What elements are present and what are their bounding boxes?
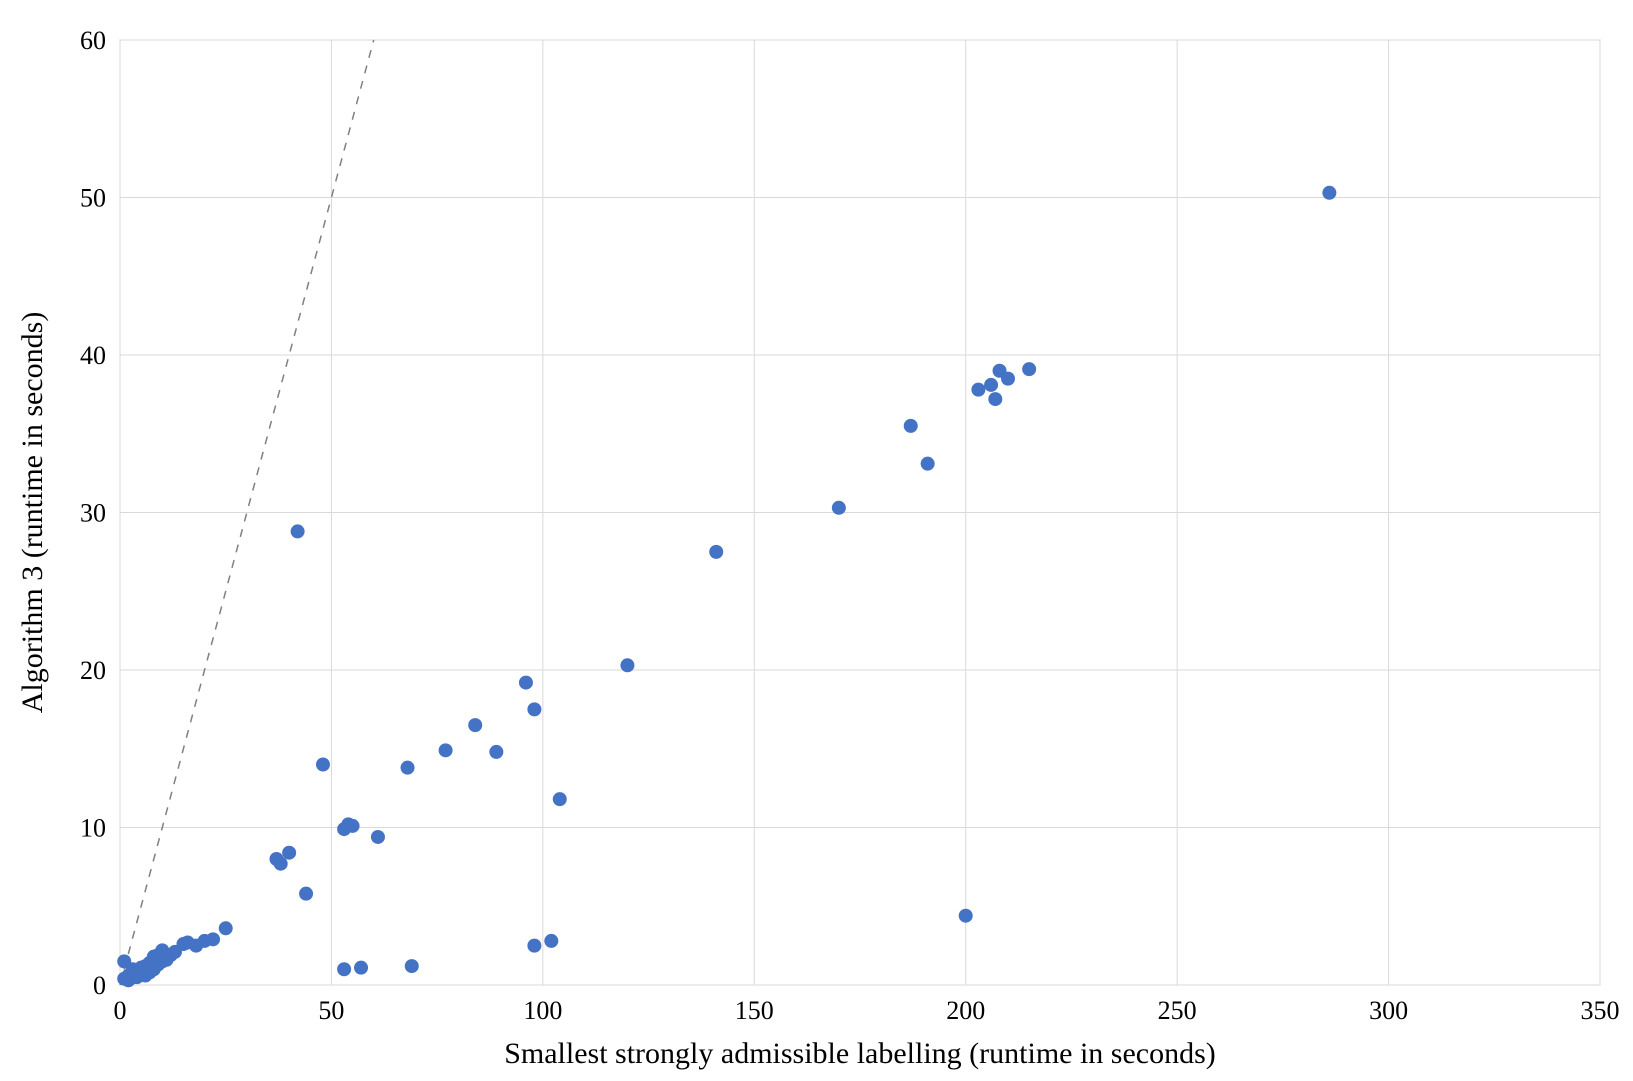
data-point bbox=[354, 961, 368, 975]
data-point bbox=[620, 658, 634, 672]
data-point bbox=[527, 939, 541, 953]
data-point bbox=[1022, 362, 1036, 376]
data-point bbox=[527, 702, 541, 716]
x-tick-label: 50 bbox=[318, 996, 344, 1025]
data-point bbox=[405, 959, 419, 973]
data-point bbox=[274, 857, 288, 871]
y-tick-label: 50 bbox=[80, 184, 106, 213]
data-point bbox=[904, 419, 918, 433]
chart-svg: 0 50 100 150 200 250 300 350 0 10 20 30 40 50 60 Smalle… bbox=[0, 0, 1633, 1081]
scatter-chart: 0 50 100 150 200 250 300 350 0 10 20 30 40 50 60 Smalle… bbox=[0, 0, 1633, 1081]
x-axis-label: Smallest strongly admissible labelling (… bbox=[504, 1037, 1216, 1070]
data-point bbox=[832, 501, 846, 515]
data-point bbox=[971, 383, 985, 397]
y-tick-label: 30 bbox=[80, 499, 106, 528]
y-axis-label: Algorithm 3 (runtime in seconds) bbox=[16, 312, 49, 714]
data-point bbox=[988, 392, 1002, 406]
data-point bbox=[984, 378, 998, 392]
data-point bbox=[282, 846, 296, 860]
data-point bbox=[401, 761, 415, 775]
x-tick-label: 150 bbox=[735, 996, 774, 1025]
data-point bbox=[544, 934, 558, 948]
y-tick-label: 10 bbox=[80, 814, 106, 843]
x-tick-label: 250 bbox=[1158, 996, 1197, 1025]
y-tick-label: 40 bbox=[80, 341, 106, 370]
x-tick-label: 0 bbox=[114, 996, 127, 1025]
data-point bbox=[519, 676, 533, 690]
data-point bbox=[206, 932, 220, 946]
data-point bbox=[299, 887, 313, 901]
x-tick-label: 100 bbox=[523, 996, 562, 1025]
x-tick-label: 350 bbox=[1581, 996, 1620, 1025]
data-point bbox=[468, 718, 482, 732]
data-point bbox=[489, 745, 503, 759]
y-tick-label: 20 bbox=[80, 656, 106, 685]
data-point bbox=[921, 457, 935, 471]
data-point bbox=[553, 792, 567, 806]
data-point bbox=[1322, 186, 1336, 200]
data-point bbox=[1001, 372, 1015, 386]
data-point bbox=[219, 921, 233, 935]
data-point bbox=[291, 524, 305, 538]
y-tick-label: 0 bbox=[93, 971, 106, 1000]
data-point bbox=[337, 962, 351, 976]
data-point bbox=[316, 758, 330, 772]
x-tick-label: 300 bbox=[1369, 996, 1408, 1025]
data-point bbox=[346, 819, 360, 833]
data-point bbox=[959, 909, 973, 923]
y-tick-label: 60 bbox=[80, 26, 106, 55]
x-tick-label: 200 bbox=[946, 996, 985, 1025]
data-point bbox=[709, 545, 723, 559]
data-point bbox=[371, 830, 385, 844]
data-point bbox=[439, 743, 453, 757]
